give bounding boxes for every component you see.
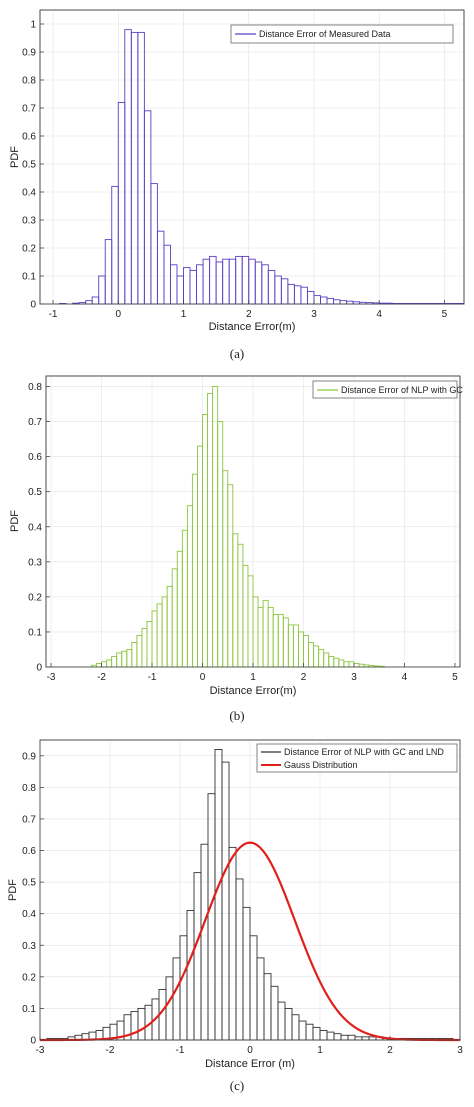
- panel-b: -3 -2 -1 0 1 2 3 4 5 0 0.1 0.2 0.3 0.4 0.5 0.6 0.7 0.8 D…: [9, 375, 463, 723]
- x-tick-label-b-8: 5: [452, 672, 458, 683]
- y-tick-label-a-5: 0.5: [22, 160, 36, 171]
- x-axis-label-c: Distance Error (m): [205, 1058, 295, 1070]
- x-tick-label-c-3: 0: [247, 1045, 253, 1056]
- y-tick-label-b-4: 0.4: [28, 522, 42, 533]
- x-ticks-a: -1 0 1 2 3 4 5: [49, 300, 448, 320]
- y-tick-label-c-4: 0.4: [22, 909, 36, 920]
- x-tick-label-b-3: 0: [200, 672, 206, 683]
- x-tick-label-c-1: -2: [106, 1045, 115, 1056]
- x-tick-label-a-1: 0: [115, 309, 121, 320]
- y-tick-label-c-8: 0.8: [22, 783, 36, 794]
- y-tick-label-c-5: 0.5: [22, 878, 36, 889]
- x-ticks-b: -3 -2 -1 0 1 2 3 4 5: [47, 663, 458, 683]
- x-tick-label-b-5: 2: [301, 672, 307, 683]
- x-tick-label-b-7: 4: [402, 672, 408, 683]
- panel-a: -1 0 1 2 3 4 5 0 0.1 0.2 0.3 0.4 0.5 0.6 0.7 0.8 0.9 1 D…: [9, 9, 465, 361]
- x-tick-label-a-2: 1: [181, 309, 187, 320]
- y-ticks-a: 0 0.1 0.2 0.3 0.4 0.5 0.6 0.7 0.8 0.9 1: [22, 20, 44, 311]
- plot-area-a: [39, 9, 465, 305]
- x-tick-label-b-6: 3: [351, 672, 357, 683]
- y-tick-label-c-7: 0.7: [22, 814, 36, 825]
- y-tick-label-a-2: 0.2: [22, 244, 36, 255]
- x-tick-label-a-5: 4: [376, 309, 382, 320]
- y-tick-label-c-0: 0: [30, 1036, 36, 1047]
- y-tick-label-a-8: 0.8: [22, 76, 36, 87]
- y-ticks-c: 0 0.1 0.2 0.3 0.4 0.5 0.6 0.7 0.8 0.9: [22, 751, 44, 1047]
- x-tick-label-a-0: -1: [49, 309, 58, 320]
- caption-a: (a): [230, 346, 244, 361]
- y-axis-label-b: PDF: [9, 510, 21, 532]
- legend-label-a: Distance Error of Measured Data: [259, 29, 391, 39]
- plot-border-a: [39, 9, 465, 305]
- x-tick-label-c-6: 3: [457, 1045, 463, 1056]
- caption-c: (c): [230, 1078, 244, 1093]
- x-tick-label-b-0: -3: [47, 672, 56, 683]
- legend-label-b: Distance Error of NLP with GC: [341, 385, 463, 395]
- y-tick-label-a-1: 0.1: [22, 272, 36, 283]
- y-tick-label-a-4: 0.4: [22, 188, 36, 199]
- y-axis-label-c: PDF: [7, 879, 19, 901]
- x-tick-label-c-5: 2: [387, 1045, 393, 1056]
- x-tick-label-b-1: -2: [97, 672, 106, 683]
- legend-label-c-gauss: Gauss Distribution: [284, 760, 358, 770]
- x-tick-label-b-2: -1: [148, 672, 157, 683]
- y-tick-label-b-8: 0.8: [28, 382, 42, 393]
- y-tick-label-b-5: 0.5: [28, 487, 42, 498]
- y-tick-label-a-7: 0.7: [22, 104, 36, 115]
- y-tick-label-b-2: 0.2: [28, 592, 42, 603]
- y-tick-label-a-0: 0: [30, 300, 36, 311]
- plot-border-b: [45, 375, 461, 668]
- x-axis-label-b: Distance Error(m): [210, 685, 297, 697]
- legend-a: Distance Error of Measured Data: [230, 24, 454, 44]
- y-tick-label-c-1: 0.1: [22, 1004, 36, 1015]
- legend-box-c: [256, 743, 458, 773]
- y-axis-label-a: PDF: [9, 146, 21, 168]
- x-tick-label-b-4: 1: [250, 672, 256, 683]
- y-tick-label-a-9: 0.9: [22, 48, 36, 59]
- y-tick-label-c-3: 0.3: [22, 941, 36, 952]
- y-tick-label-b-7: 0.7: [28, 417, 42, 428]
- y-tick-label-c-2: 0.2: [22, 972, 36, 983]
- y-tick-label-b-0: 0: [36, 663, 42, 674]
- panel-c: -3 -2 -1 0 1 2 3 00.10.20.30.40.50.60.70.80.9 …: [7, 739, 463, 1093]
- caption-b: (b): [229, 708, 244, 723]
- grid-a: [40, 10, 464, 305]
- y-tick-label-b-1: 0.1: [28, 627, 42, 638]
- y-tick-label-a-6: 0.6: [22, 132, 36, 143]
- plot-border-c: [39, 739, 461, 1041]
- y-tick-label-a-10: 1: [30, 20, 36, 31]
- x-tick-label-c-4: 1: [317, 1045, 323, 1056]
- x-tick-label-a-3: 2: [246, 309, 252, 320]
- legend-c: Distance Error of NLP with GC and LND Ga…: [256, 743, 458, 773]
- y-tick-label-a-3: 0.3: [22, 216, 36, 227]
- legend-box-b: [312, 380, 458, 399]
- x-tick-label-c-2: -1: [176, 1045, 185, 1056]
- y-tick-label-c-9: 0.9: [22, 751, 36, 762]
- y-tick-label-b-6: 0.6: [28, 452, 42, 463]
- x-tick-label-a-4: 3: [311, 309, 317, 320]
- y-tick-label-b-3: 0.3: [28, 557, 42, 568]
- x-tick-label-a-6: 5: [442, 309, 448, 320]
- legend-box-a: [230, 24, 454, 44]
- x-axis-label-a: Distance Error(m): [209, 321, 296, 333]
- legend-label-c-hist: Distance Error of NLP with GC and LND: [284, 747, 444, 757]
- x-tick-label-c-0: -3: [36, 1045, 45, 1056]
- y-tick-label-c-6: 0.6: [22, 846, 36, 857]
- legend-b: Distance Error of NLP with GC: [312, 380, 463, 399]
- y-ticks-b: 0 0.1 0.2 0.3 0.4 0.5 0.6 0.7 0.8: [28, 382, 50, 674]
